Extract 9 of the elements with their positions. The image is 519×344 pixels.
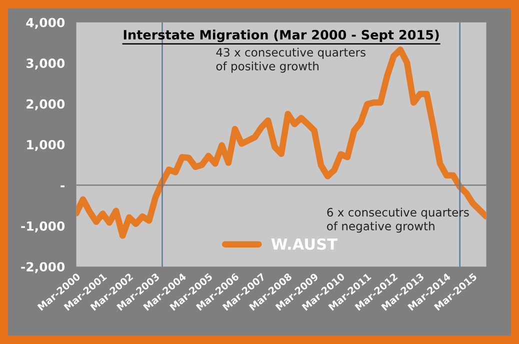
y-tick-label: 3,000 <box>26 58 65 70</box>
y-tick-label: -1,000 <box>21 221 65 232</box>
y-tick-label: 4,000 <box>26 18 65 29</box>
text: Interstate Migration (Mar 2000 - Sept 2015) <box>124 30 439 42</box>
y-tick-label: 1,000 <box>27 140 65 152</box>
annotation: 43 x consecutive quarters of positive growth <box>216 48 366 73</box>
y-tick-label: -2,000 <box>21 262 65 274</box>
y-tick-label: - <box>60 185 65 188</box>
y-tick-label: 2,000 <box>26 99 65 110</box>
